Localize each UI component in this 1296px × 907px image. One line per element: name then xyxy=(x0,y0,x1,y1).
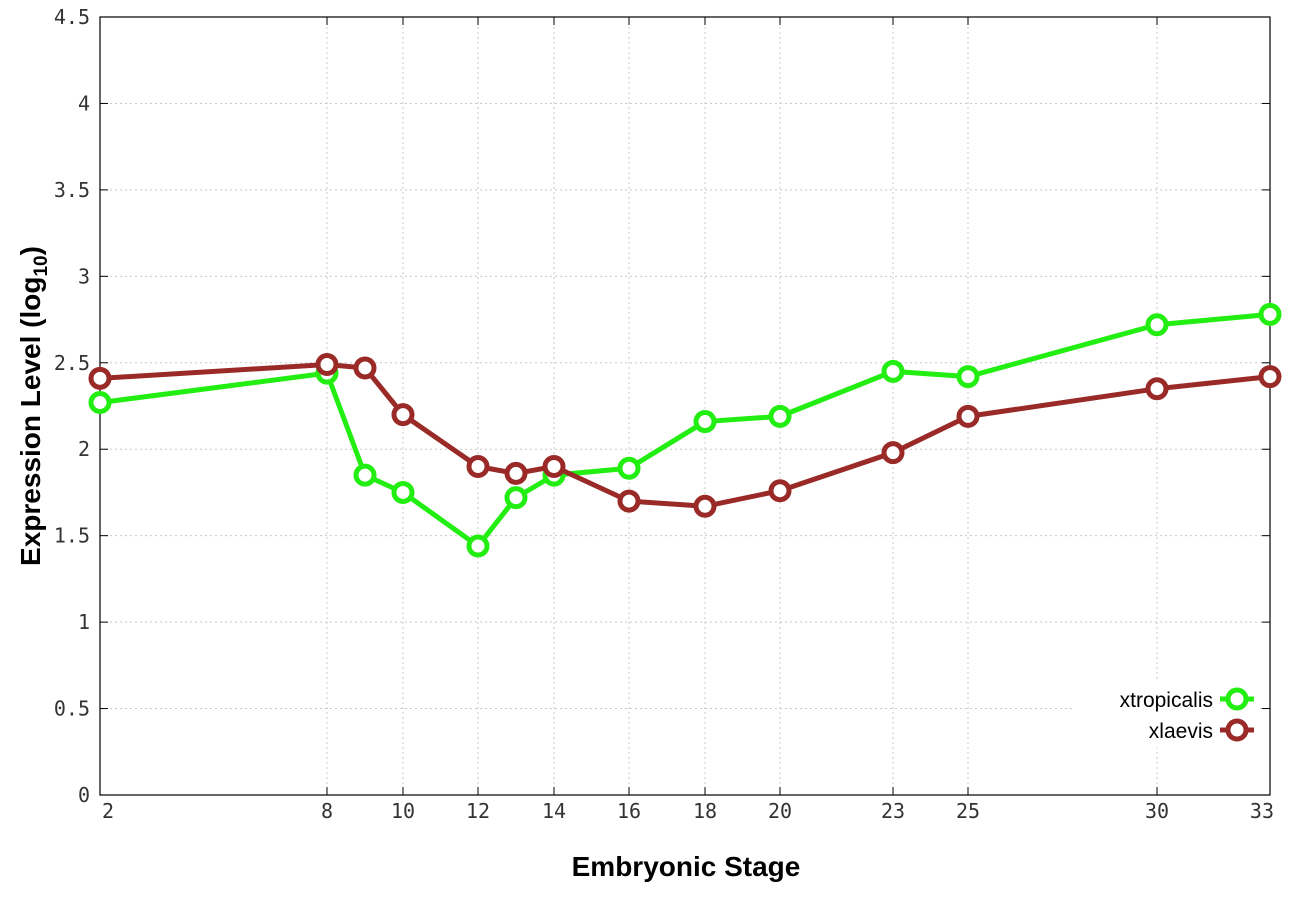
y-tick-label: 0 xyxy=(78,783,90,807)
data-point-xlaevis xyxy=(768,479,792,503)
x-tick-label: 16 xyxy=(617,799,641,823)
data-point-xlaevis xyxy=(315,353,339,377)
x-tick-label: 2 xyxy=(102,799,114,823)
data-point-xtropicalis xyxy=(1258,302,1282,326)
data-point-xlaevis xyxy=(1145,377,1169,401)
y-tick-label: 3 xyxy=(78,264,90,288)
series-line-xtropicalis xyxy=(99,311,1271,549)
x-tick-label: 12 xyxy=(466,799,490,823)
y-axis-title-main: Expression Level (log xyxy=(15,277,46,566)
data-point-xlaevis xyxy=(88,366,112,390)
x-tick-label: 14 xyxy=(542,799,566,823)
y-tick-label: 3.5 xyxy=(54,178,90,202)
grid xyxy=(100,17,1270,795)
y-tick-label: 2.5 xyxy=(54,351,90,375)
y-tick-label: 4.5 xyxy=(54,5,90,29)
x-tick-label: 30 xyxy=(1145,799,1169,823)
x-tick-label: 33 xyxy=(1250,799,1274,823)
x-tick-label: 25 xyxy=(956,799,980,823)
legend-marker-xtropicalis xyxy=(1225,687,1249,711)
data-point-xlaevis xyxy=(617,489,641,513)
y-tick-label: 1 xyxy=(78,610,90,634)
x-axis-title: Embryonic Stage xyxy=(572,851,801,882)
y-tick-label: 2 xyxy=(78,437,90,461)
data-point-xlaevis xyxy=(504,461,528,485)
data-point-xtropicalis xyxy=(353,463,377,487)
x-tick-label: 23 xyxy=(881,799,905,823)
data-point-xtropicalis xyxy=(88,391,112,415)
data-point-xlaevis xyxy=(466,455,490,479)
y-tick-label: 0.5 xyxy=(54,697,90,721)
x-tick-label: 18 xyxy=(693,799,717,823)
series-layer xyxy=(88,302,1282,558)
data-point-xlaevis xyxy=(391,403,415,427)
data-point-xlaevis xyxy=(956,404,980,428)
x-tick-label: 8 xyxy=(321,799,333,823)
y-tick-label: 1.5 xyxy=(54,524,90,548)
data-point-xtropicalis xyxy=(1145,313,1169,337)
legend: xtropicalis xlaevis xyxy=(1072,682,1258,748)
y-axis-title: Expression Level (log10) xyxy=(15,246,52,566)
y-axis-title-subscript: 10 xyxy=(31,255,52,276)
plot-frame xyxy=(99,16,1271,796)
data-point-xtropicalis xyxy=(956,365,980,389)
data-point-xtropicalis xyxy=(881,359,905,383)
y-tick-label: 4 xyxy=(78,91,90,115)
data-point-xlaevis xyxy=(881,441,905,465)
data-point-xtropicalis xyxy=(391,480,415,504)
data-point-xtropicalis xyxy=(617,456,641,480)
y-axis-title-close: ) xyxy=(15,246,46,255)
data-point-xlaevis xyxy=(693,494,717,518)
data-point-xtropicalis xyxy=(768,404,792,428)
legend-marker-xlaevis xyxy=(1225,718,1249,742)
data-point-xtropicalis xyxy=(504,486,528,510)
x-tick-label: 10 xyxy=(391,799,415,823)
axis-ticks: 0 0.5 1 1.5 2 2.5 3 3.5 4 4.5 2 8 10 12 14 16 18 20 23 25 30… xyxy=(54,5,1274,823)
data-point-xlaevis xyxy=(1258,365,1282,389)
data-point-xtropicalis xyxy=(693,410,717,434)
x-tick-label: 20 xyxy=(768,799,792,823)
data-point-xtropicalis xyxy=(466,534,490,558)
legend-label-xlaevis: xlaevis xyxy=(1149,720,1213,743)
legend-background xyxy=(1072,682,1258,748)
data-point-xlaevis xyxy=(542,455,566,479)
legend-label-xtropicalis: xtropicalis xyxy=(1120,689,1213,712)
data-point-xlaevis xyxy=(353,356,377,380)
